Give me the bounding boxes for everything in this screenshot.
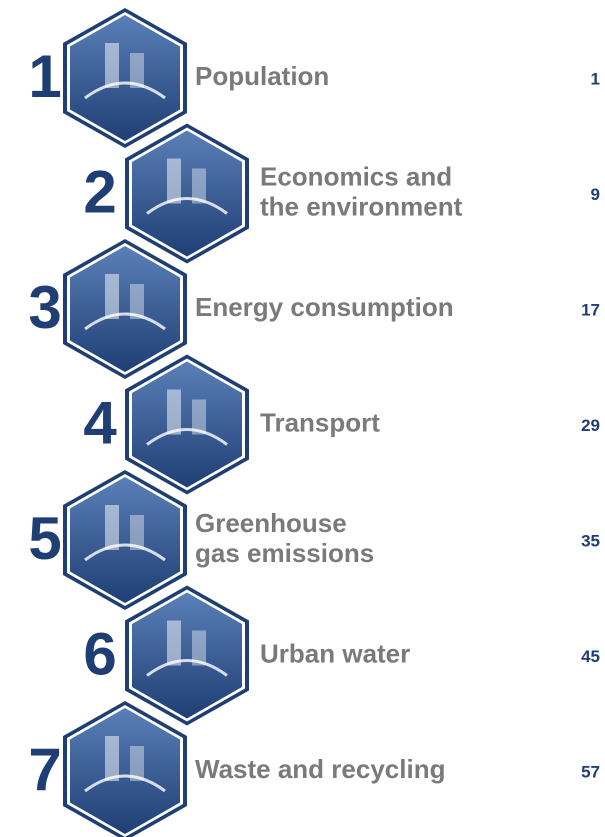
chapter-number: 1: [28, 43, 61, 110]
chapter-row: 1 Population 1: [28, 8, 600, 148]
page-number: 17: [581, 300, 600, 319]
icon-detail: [130, 284, 144, 319]
icon-detail: [105, 43, 119, 88]
chapter-number: 6: [83, 620, 116, 687]
icon-detail: [167, 390, 181, 435]
chapter-title: Waste and recycling: [195, 754, 445, 784]
page-number: 9: [591, 185, 600, 204]
chapter-number: 3: [28, 274, 61, 341]
chapter-row: 3 Energy consumption 17: [28, 239, 600, 379]
chapter-title: the environment: [260, 191, 463, 221]
chapter-row: 4 Transport 29: [83, 355, 600, 495]
icon-detail: [105, 736, 119, 781]
table-of-contents: 1Population12Economics andthe environmen…: [0, 0, 605, 837]
chapter-row: 6 Urban water 45: [83, 586, 600, 726]
icon-detail: [130, 746, 144, 781]
chapter-row: 7 Waste and recycling 57: [28, 701, 600, 837]
chapter-title: Population: [195, 61, 329, 91]
chapter-title: gas emissions: [195, 538, 374, 568]
chapter-title: Greenhouse: [195, 508, 347, 538]
chapter-title: Energy consumption: [195, 292, 454, 322]
icon-detail: [192, 400, 206, 435]
chapter-title: Economics and: [260, 161, 452, 191]
icon-detail: [105, 274, 119, 319]
icon-detail: [130, 515, 144, 550]
icon-detail: [192, 169, 206, 204]
chapter-number: 7: [28, 736, 61, 803]
page-number: 45: [581, 647, 600, 666]
icon-detail: [130, 53, 144, 88]
icon-detail: [192, 631, 206, 666]
page-number: 1: [591, 69, 600, 88]
page-number: 35: [581, 531, 600, 550]
chapter-title: Transport: [260, 407, 380, 437]
chapter-number: 2: [83, 158, 116, 225]
page-number: 57: [581, 762, 600, 781]
chapter-number: 5: [28, 505, 61, 572]
page-number: 29: [581, 416, 600, 435]
chapter-title: Urban water: [260, 638, 410, 668]
chapter-number: 4: [83, 389, 117, 456]
icon-detail: [167, 159, 181, 204]
icon-detail: [105, 505, 119, 550]
icon-detail: [167, 621, 181, 666]
